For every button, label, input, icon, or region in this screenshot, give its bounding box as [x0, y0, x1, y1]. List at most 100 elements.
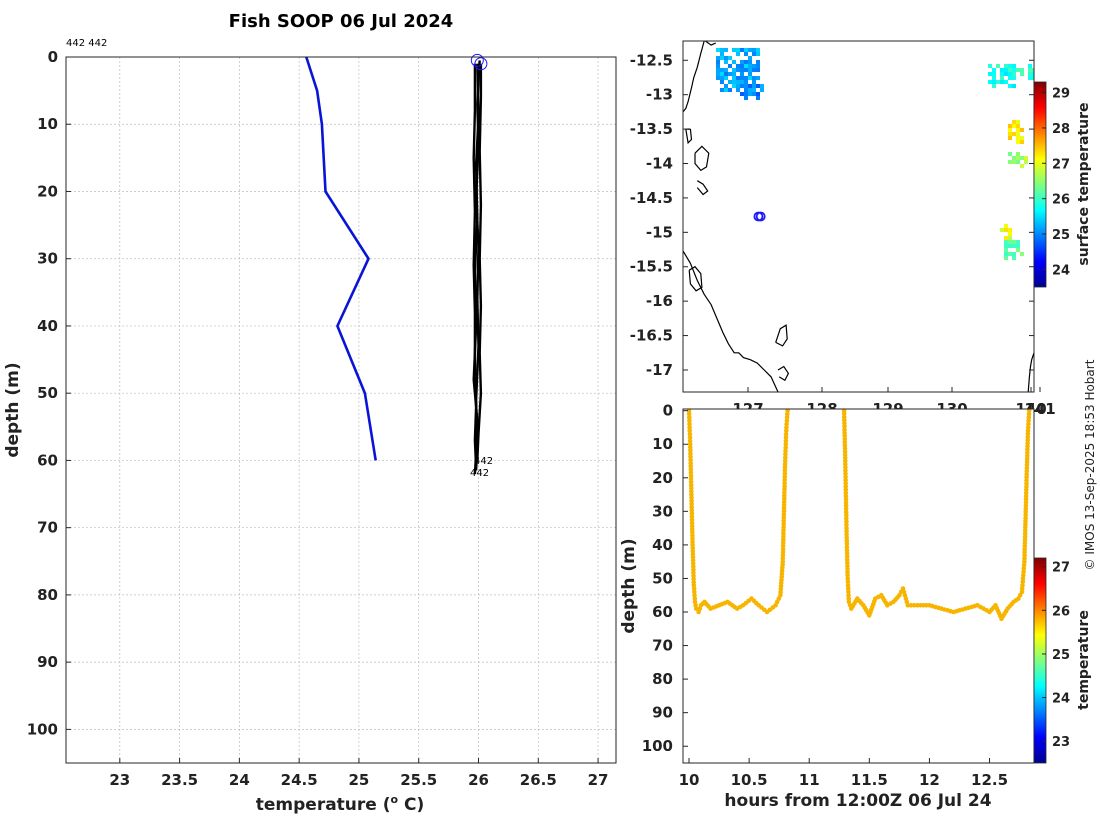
- sst-pixel: [992, 76, 996, 80]
- sst-pixel: [752, 84, 756, 88]
- depth-time-point: [844, 541, 850, 547]
- depth-time-point: [844, 525, 849, 531]
- profile-end-label-2: 442: [470, 468, 489, 479]
- depth-time-point: [842, 424, 847, 429]
- depth-time-point: [783, 448, 788, 454]
- sst-pixel: [1012, 84, 1016, 88]
- depth-time-point: [1019, 586, 1025, 591]
- depth-time-point: [781, 531, 786, 536]
- depth-time-point: [843, 487, 849, 493]
- sst-pixel: [740, 80, 744, 84]
- vessel-positions: [753, 211, 766, 222]
- sst-pixel: [748, 56, 752, 60]
- sst-pixel: [1008, 240, 1012, 244]
- depth-time-point: [687, 428, 692, 434]
- sst-pixel: [716, 56, 720, 60]
- depth-time-point: [784, 425, 789, 430]
- depth-time-point: [843, 477, 848, 483]
- sst-pixel: [740, 64, 744, 68]
- sst-pixel: [744, 60, 748, 64]
- coastline: [696, 180, 709, 196]
- profile-x-ticks: 23 23.5 24 24.5 25 25.5 26 26.5 27: [109, 758, 609, 789]
- sst-colorbar-ticks: 24 25 26 27 28 29: [1042, 87, 1070, 278]
- coastline: [1027, 352, 1034, 392]
- depth-time-point: [908, 603, 914, 608]
- sst-pixel: [748, 92, 752, 96]
- depth-time-y-tick-label: 50: [652, 569, 673, 587]
- sst-pixel: [716, 60, 720, 64]
- sst-pixel: [740, 72, 744, 76]
- depth-time-point: [1026, 415, 1032, 420]
- sst-pixel: [728, 80, 732, 84]
- temperature-colorbar: [1033, 557, 1047, 764]
- sst-pixel: [756, 60, 760, 64]
- depth-time-x-tick-label: 12: [919, 771, 940, 789]
- sst-pixel: [1012, 64, 1016, 68]
- sst-colorbar-tick-label: 25: [1052, 228, 1070, 243]
- map-y-tick-label: -16: [646, 292, 673, 310]
- sst-pixel: [1024, 156, 1028, 160]
- sst-pixel: [1012, 244, 1016, 248]
- sst-pixel: [1020, 252, 1024, 256]
- profile-x-tick-label: 25: [348, 771, 369, 789]
- temperature-colorbar-tick-label: 25: [1052, 648, 1070, 663]
- sst-pixel: [748, 48, 752, 52]
- depth-time-point: [687, 435, 693, 440]
- sst-colorbar-tick-label: 28: [1052, 122, 1070, 137]
- sst-pixel: [1012, 124, 1016, 128]
- profile-y-tick-label: 90: [37, 653, 58, 671]
- map-y-ticks: -12.5 -13 -13.5 -14 -14.5 -15 -15.5 -16 -16.5 -17: [630, 51, 1034, 379]
- depth-time-point: [1026, 421, 1031, 427]
- sst-pixel: [1004, 252, 1008, 256]
- depth-time-point: [782, 490, 787, 495]
- sst-pixel: [736, 64, 740, 68]
- depth-time-point: [783, 435, 789, 440]
- depth-time-point: [783, 452, 788, 457]
- sst-pixel: [1008, 64, 1012, 68]
- sst-pixel: [732, 72, 736, 76]
- depth-time-point: [692, 592, 697, 598]
- sst-pixel: [724, 76, 728, 80]
- sst-pixel: [720, 80, 724, 84]
- sst-pixel: [728, 88, 732, 92]
- profile-line-cast-4: [474, 60, 481, 471]
- depth-time-point: [843, 484, 848, 489]
- sst-pixel: [752, 92, 756, 96]
- depth-time-point: [689, 511, 695, 516]
- profile-x-axis-label: temperature (o C): [256, 793, 425, 815]
- depth-time-point: [905, 603, 911, 608]
- sst-pixel: [756, 64, 760, 68]
- depth-time-y-tick-label: 0: [663, 402, 673, 420]
- sst-pixel: [996, 80, 1000, 84]
- sst-colorbar-tick-label: 26: [1052, 193, 1070, 208]
- sst-pixel: [732, 48, 736, 52]
- sst-pixel: [716, 64, 720, 68]
- sst-pixel: [756, 52, 760, 56]
- sst-pixel: [744, 88, 748, 92]
- sst-pixel: [732, 68, 736, 72]
- depth-time-point: [686, 408, 692, 414]
- profile-series: [305, 53, 488, 474]
- sst-pixel: [1016, 68, 1020, 72]
- sst-pixel: [756, 48, 760, 52]
- sst-pixel: [1012, 132, 1016, 136]
- sst-pixel: [1004, 80, 1008, 84]
- sst-pixel: [740, 92, 744, 96]
- depth-time-point: [842, 446, 848, 451]
- sst-pixel: [720, 72, 724, 76]
- sst-pixel: [1000, 76, 1004, 80]
- sst-pixel: [1016, 120, 1020, 124]
- depth-time-point: [846, 596, 851, 601]
- depth-time-point: [845, 576, 850, 581]
- sst-pixel: [992, 84, 996, 88]
- sst-pixel: [732, 80, 736, 84]
- coastline: [694, 145, 710, 172]
- sst-pixel: [748, 84, 752, 88]
- sst-pixel: [1012, 68, 1016, 72]
- profile-y-tick-label: 80: [37, 586, 58, 604]
- map-y-tick-label: -17: [646, 361, 673, 379]
- sst-pixel: [1016, 128, 1020, 132]
- sst-pixel: [732, 76, 736, 80]
- sst-pixel: [1004, 224, 1008, 228]
- depth-time-point: [844, 519, 849, 524]
